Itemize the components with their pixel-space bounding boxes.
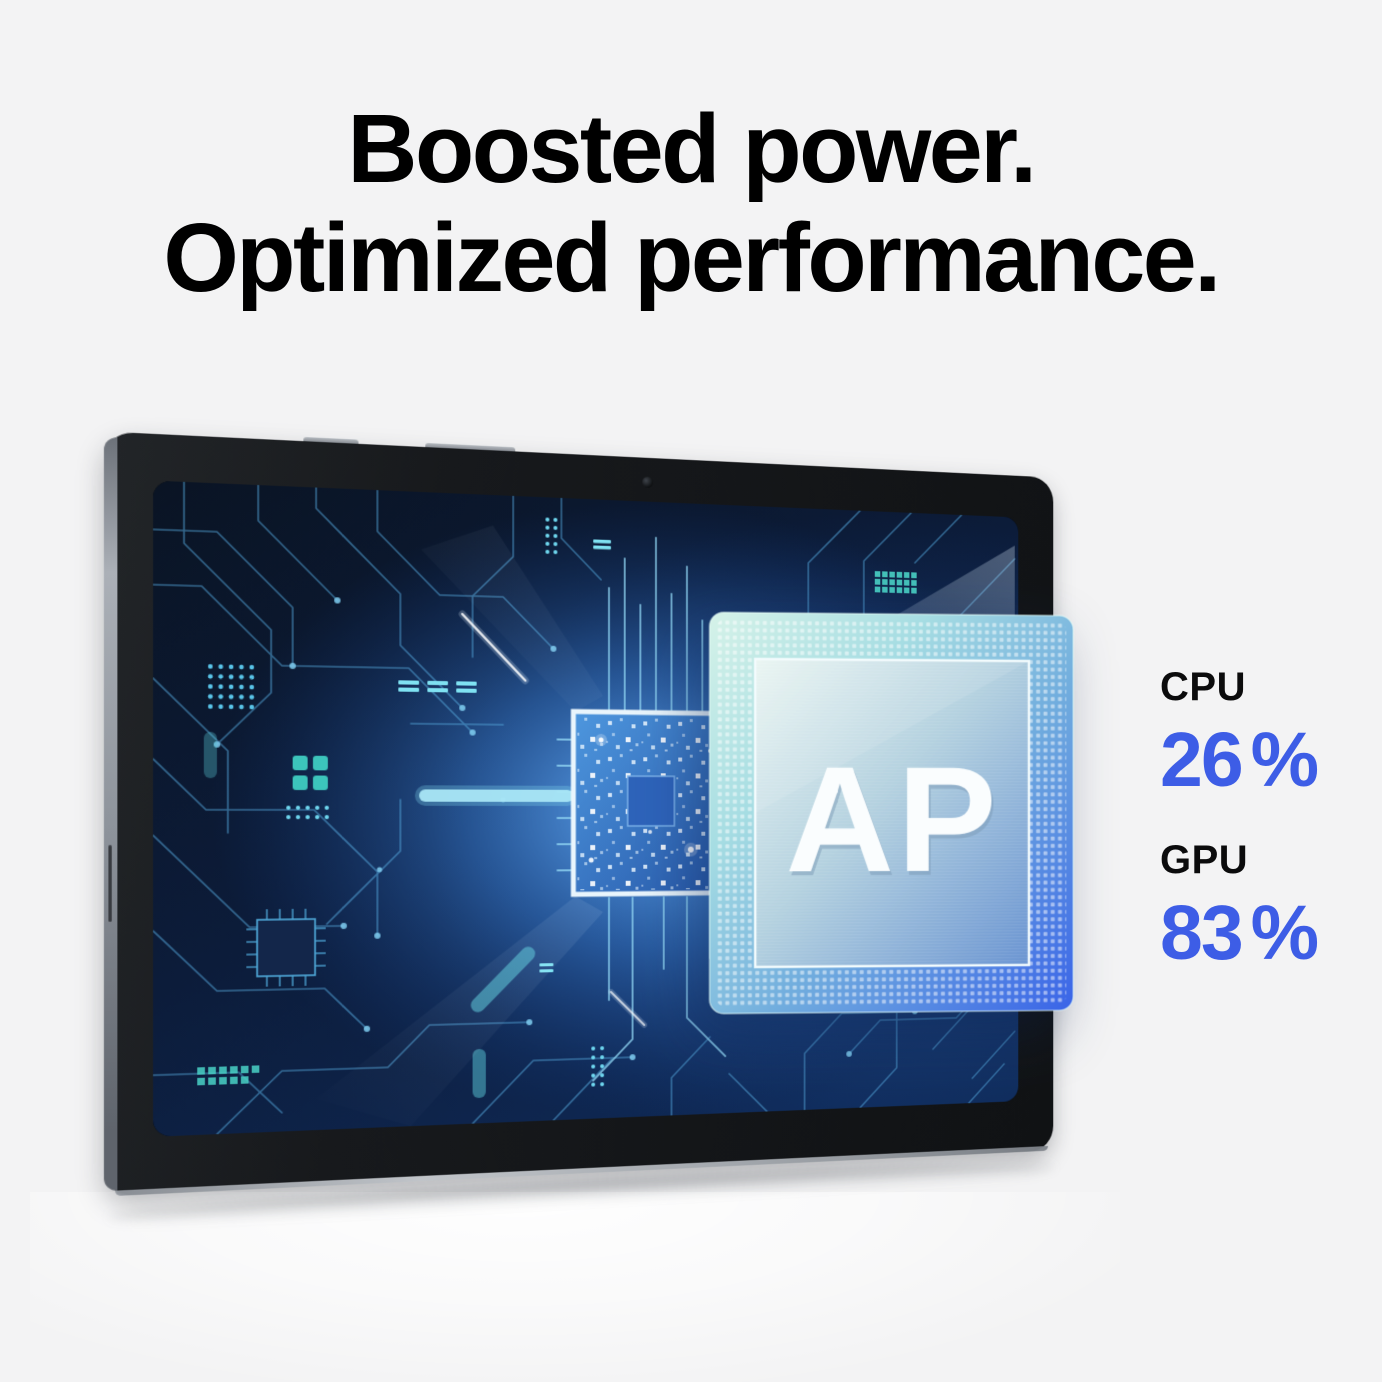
front-camera-icon [642, 476, 654, 488]
stat-cpu-value: 26% [1160, 717, 1320, 803]
tablet-card-slot [108, 844, 112, 922]
screen-processor-chip [573, 712, 731, 895]
ap-chip-label: AP [785, 735, 999, 903]
tablet-reflection [30, 1192, 1120, 1382]
ap-chip: AP AP [709, 611, 1075, 1015]
stat-gpu-value: 83% [1160, 889, 1320, 976]
processor-bus-lines [557, 534, 725, 1082]
stat-gpu-label: GPU [1160, 837, 1249, 882]
headline-line-1: Boosted power. [347, 94, 1037, 203]
stat-gpu-unit: % [1250, 889, 1320, 976]
highlight-bar [414, 785, 578, 806]
ap-chip-label-shadow: AP [787, 739, 1001, 907]
stat-cpu: CPU 26% [1160, 664, 1319, 803]
stat-cpu-unit: % [1250, 717, 1320, 803]
light-beam-left [421, 522, 604, 712]
performance-stats-panel: CPU 26% GPU 83% [1160, 664, 1319, 975]
tablet-side-band [103, 436, 118, 1192]
light-beam-lower [316, 896, 604, 1131]
ap-chip-art: AP AP [709, 611, 1075, 1015]
headline-line-2: Optimized performance. [163, 203, 1221, 312]
stat-gpu: GPU 83% [1160, 837, 1319, 976]
stat-cpu-label: CPU [1160, 665, 1246, 709]
page-title: Boosted power. Optimized performance. [0, 94, 1382, 312]
ic-footprint [246, 908, 325, 987]
